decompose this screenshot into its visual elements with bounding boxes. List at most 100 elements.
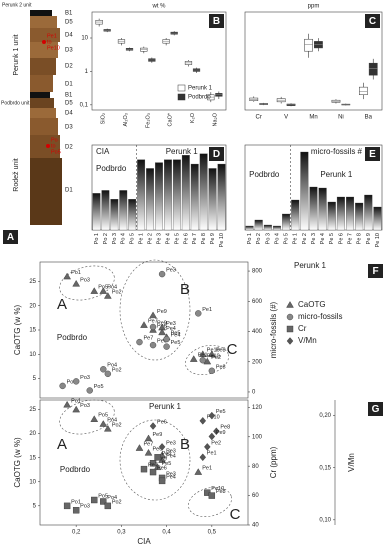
bar [208,168,217,231]
x-tick-label: Pe 6 [183,233,189,244]
x-tick-label: Po 3 [112,233,118,244]
annotation: A [57,296,67,313]
layer [30,75,53,92]
point [149,460,157,467]
y2-axis-label: micro-fossils (#) [269,301,278,358]
panel-label: B [213,16,220,27]
point-label: Pe9 [157,320,167,326]
panel-label: C [369,16,376,27]
plot-frame [39,399,249,526]
layer [30,135,60,158]
bar [346,196,355,231]
layer [30,98,54,108]
y-tick-label: 0 [252,390,256,396]
bar [137,159,146,231]
bar [146,168,154,231]
x-tick-label: Pe 4 [320,233,326,244]
x-tick-label: Pe 3 [311,233,317,244]
y-tick-label: 15 [29,455,36,461]
point-label: Pe9 [157,309,167,315]
y-tick-label: 25 [29,279,36,285]
bar [245,225,254,231]
point [90,287,99,294]
layer-label: B1 [65,93,73,99]
point-label: Po4 [107,285,117,291]
point-label: Pe6 [153,446,163,452]
x-tick-label: Po 1 [247,233,253,244]
bar [272,225,281,231]
panel-label: A [7,232,14,243]
layer-label: D5 [65,20,73,26]
point-label: Pe3 [166,449,176,455]
layer-label: D1 [65,188,73,194]
point [198,350,207,357]
x-tick-label: 0,3 [117,530,126,536]
panel-label: G [372,404,380,415]
layer [30,118,58,135]
x-tick-label: Ba [365,115,373,121]
point-label: Po5 [94,384,104,390]
point [103,424,112,432]
point [72,507,80,514]
x-tick-label: SiO₂ [101,113,107,124]
bar [155,162,163,231]
bar [217,163,226,231]
layer [30,108,56,118]
point [286,313,294,321]
point-label: Pe8 [216,364,226,370]
bar [101,190,110,231]
x-tick-label: Ni [338,115,344,121]
point [149,323,157,331]
point-label: Pe5 [216,409,226,415]
x-tick-label: Pe 5 [174,233,180,244]
x-tick-label: 0,5 [208,530,217,536]
layer-label: D5 [65,101,73,107]
sample-label: Pe1 [47,33,57,39]
point-label: Pe1 [202,466,212,472]
layer-label: D4 [65,111,73,117]
x-tick-label: K₂O [190,112,196,123]
point [149,341,157,349]
point-label: Po1 [71,270,81,276]
point-label: Pe9 [216,430,226,436]
layer [30,10,52,16]
point-label: Pe7 [143,336,153,342]
point [208,411,216,420]
panel-label-box [3,230,18,244]
panel-label-box [365,147,380,161]
point-label: Pe5 [162,461,172,467]
point-label: Po1 [71,499,81,505]
x-tick-label: Pe 5 [329,233,335,244]
y-tick-label: 0,1 [80,102,89,108]
bar [373,206,382,231]
point-label: Po2 [112,499,122,505]
point-label: Pe4 [171,333,181,339]
point [135,444,144,451]
box [304,38,313,52]
point-label: Pe4 [166,454,176,460]
y-tick-label: 10 [81,36,88,42]
x-tick-label: Pe 8 [201,233,207,244]
point-label: Pe5 [171,340,181,346]
bar [263,224,272,231]
point [100,498,107,505]
point [158,328,166,336]
y-tick-label: 10 [29,479,36,485]
point [163,335,170,343]
y3-axis-label: V/Mn [347,453,356,472]
annotation: B [180,436,190,453]
point [208,367,216,374]
point [104,370,112,378]
plot-frame [39,261,249,399]
layer [30,158,62,225]
annotation: Podbrdo [249,170,280,179]
x-tick-label: Po 2 [256,233,262,244]
sample-marker [46,144,50,148]
bar [181,155,190,231]
y-tick-label: 600 [252,299,263,305]
chart-title: micro-fossils # [311,147,363,156]
y-tick-label: 0,10 [319,517,331,523]
x-tick-label: Po 5 [130,233,136,244]
y-tick-label: 5 [33,376,37,382]
point [63,502,71,510]
